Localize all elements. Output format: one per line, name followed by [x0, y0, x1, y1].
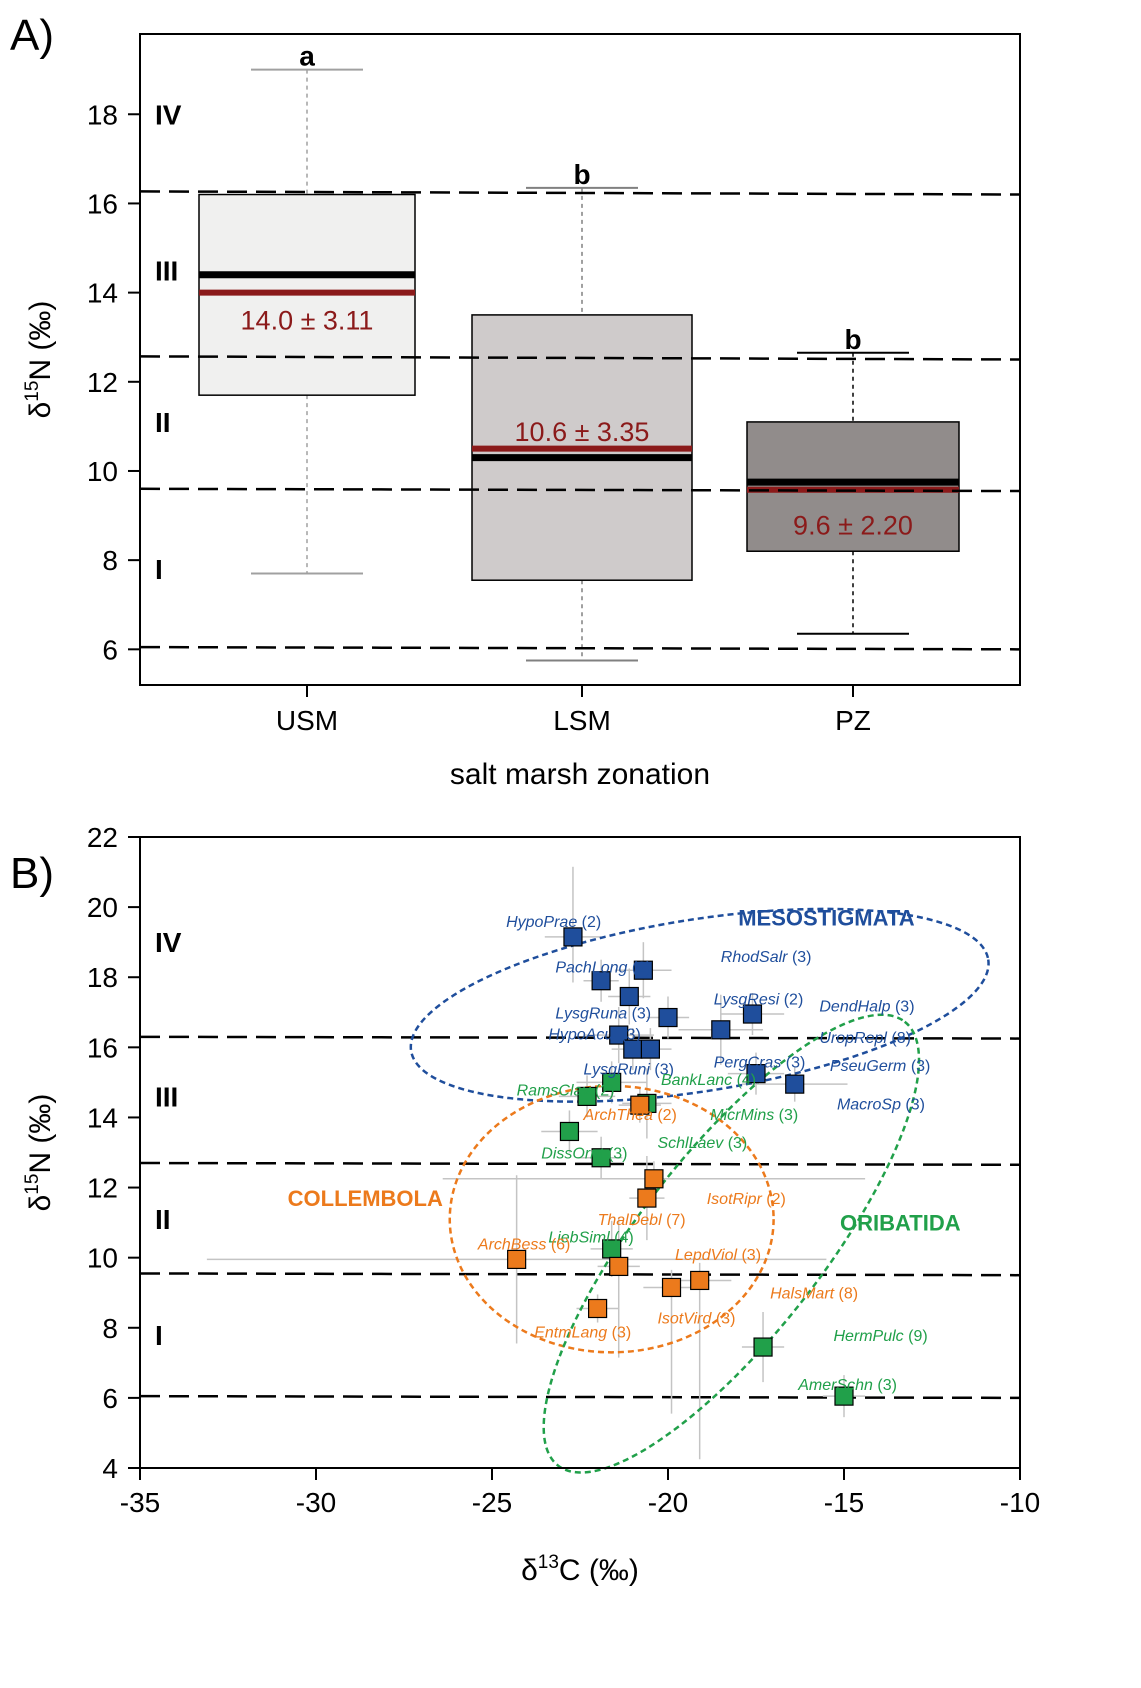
point-marker [589, 1299, 607, 1317]
point-marker [786, 1075, 804, 1093]
mean-label: 10.6 ± 3.35 [515, 417, 650, 447]
y-tick-label: 12 [87, 1173, 118, 1204]
point-marker [663, 1278, 681, 1296]
point-label: ArchBess (6) [477, 1237, 570, 1254]
point-label: BankLanc (4) [661, 1072, 756, 1089]
point-label: HalsMart (8) [770, 1286, 858, 1303]
point-label: SchlLaev (3) [657, 1135, 747, 1152]
panel-a-label: A) [10, 11, 54, 60]
point-label: EntmLang (3) [534, 1324, 631, 1341]
point-label: LepdViol (3) [675, 1247, 761, 1264]
y-tick-label: 20 [87, 892, 118, 923]
group-label: COLLEMBOLA [288, 1186, 443, 1211]
zone-label: I [155, 1320, 163, 1351]
zone-label: II [155, 1204, 171, 1235]
point-marker [659, 1009, 677, 1027]
point-marker [641, 1040, 659, 1058]
y-tick-label: 10 [87, 1243, 118, 1274]
zone-label: IV [155, 99, 182, 130]
y-tick-label: 4 [102, 1453, 118, 1484]
mean-label: 14.0 ± 3.11 [241, 305, 374, 335]
x-tick-label: -30 [296, 1487, 336, 1518]
zone-label: II [155, 407, 171, 438]
point-marker [638, 1189, 656, 1207]
y-tick-label: 14 [87, 278, 118, 309]
point-label: HypoPrae (2) [506, 914, 601, 931]
x-tick-label: -10 [1000, 1487, 1040, 1518]
point-label: PachLong (2) [555, 960, 651, 977]
point-label: IsotVird (3) [657, 1310, 735, 1327]
point-label: HypoAcul (3) [548, 1026, 640, 1043]
point-label: LysgResi (2) [714, 991, 804, 1008]
y-tick-label: 18 [87, 99, 118, 130]
x-tick-label: -35 [120, 1487, 160, 1518]
point-marker [620, 988, 638, 1006]
x-tick-label: -25 [472, 1487, 512, 1518]
y-tick-label: 16 [87, 188, 118, 219]
boxplot-chart: 6 8 10 12 14 16 18 USM LSM PZ salt marsh zonation δ… [22, 34, 1020, 791]
significance-letter: b [573, 159, 590, 190]
point-label: RhodSalr (3) [721, 949, 812, 966]
zone-boundary [140, 1273, 1020, 1275]
point-marker [560, 1122, 578, 1140]
x-axis-title: δ13C (‰) [521, 1552, 639, 1587]
point-label: UropRepl (8) [819, 1030, 911, 1047]
y-tick-label: 6 [102, 634, 118, 665]
point-label: LysgRuna (3) [555, 1005, 651, 1022]
point-marker [610, 1257, 628, 1275]
y-tick-label: 22 [87, 822, 118, 853]
x-tick-label: USM [276, 705, 338, 736]
x-tick-label: PZ [835, 705, 871, 736]
point-label: RamsClav (2) [517, 1082, 615, 1099]
zone-label: III [155, 1081, 178, 1112]
y-tick-label: 8 [102, 545, 118, 576]
y-tick-label: 16 [87, 1032, 118, 1063]
point-label: MicrMins (3) [710, 1107, 798, 1124]
zone-label: III [155, 255, 178, 286]
mean-label: 9.6 ± 2.20 [793, 510, 913, 540]
group-label: ORIBATIDA [840, 1211, 961, 1236]
y-axis-title: δ15N (‰) [22, 1094, 57, 1212]
group-label: MESOSTIGMATA [738, 906, 915, 931]
point-marker [645, 1170, 663, 1188]
point-label: ThalDebl (7) [598, 1212, 686, 1229]
panel-b-label: B) [10, 849, 54, 898]
significance-letter: a [299, 41, 315, 72]
scatter-chart: 4 6 8 10 12 14 16 18 20 22 -35 -30 -25 -20 -15 -10 δ13C … [22, 822, 1040, 1587]
point-label: PergCras (3) [714, 1054, 806, 1071]
point-label: ArchThea (2) [583, 1107, 677, 1124]
y-tick-label: 14 [87, 1102, 118, 1133]
point-label: HermPulc (9) [833, 1328, 927, 1345]
zone-boundary [140, 1396, 1020, 1398]
y-tick-label: 8 [102, 1313, 118, 1344]
zone-boundary [140, 647, 1020, 649]
zone-label: I [155, 554, 163, 585]
point-marker [754, 1338, 772, 1356]
significance-letter: b [844, 324, 861, 355]
y-tick-label: 18 [87, 962, 118, 993]
point-marker [712, 1021, 730, 1039]
point-label: DendHalp (3) [819, 998, 914, 1015]
point-label: PseuGerm (3) [830, 1058, 930, 1075]
y-tick-label: 6 [102, 1383, 118, 1414]
x-tick-label: LSM [553, 705, 611, 736]
x-axis-title: salt marsh zonation [450, 758, 710, 791]
x-tick-label: -20 [648, 1487, 688, 1518]
y-axis-title: δ15N (‰) [22, 301, 57, 419]
point-label: AmerSchn (3) [797, 1377, 897, 1394]
point-label: DissOrnt (3) [541, 1146, 627, 1163]
y-tick-label: 10 [87, 456, 118, 487]
point-marker [691, 1271, 709, 1289]
x-tick-label: -15 [824, 1487, 864, 1518]
y-tick-label: 12 [87, 367, 118, 398]
point-label: IsotRipr (2) [707, 1191, 786, 1208]
point-label: MacroSp (3) [837, 1096, 925, 1113]
zone-label: IV [155, 927, 182, 958]
